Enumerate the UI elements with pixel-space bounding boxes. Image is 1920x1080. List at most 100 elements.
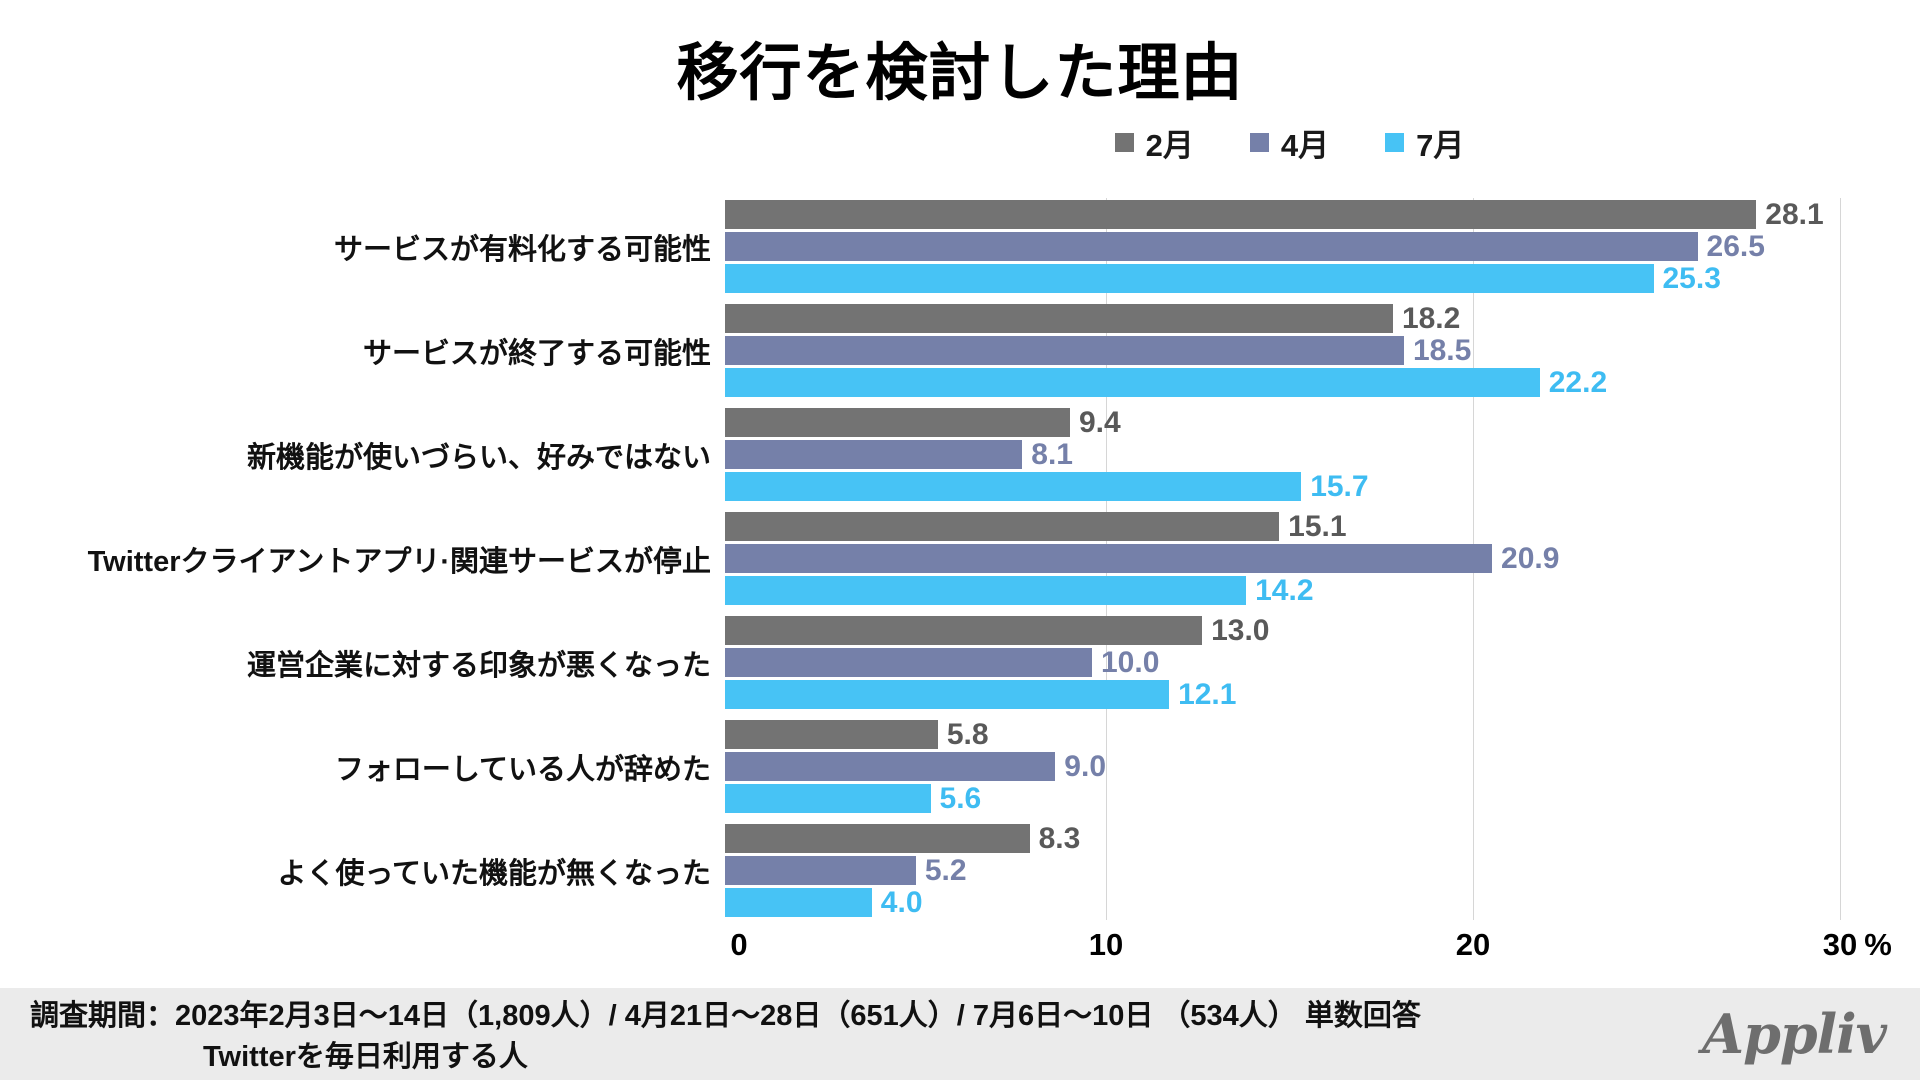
- x-axis-unit-label: %: [1864, 927, 1892, 962]
- bar-group: よく使っていた機能が無くなった 8.3 5.2 4.0: [0, 821, 1920, 919]
- bar-row: 5.6: [725, 781, 1826, 815]
- bar-7月: [725, 784, 931, 813]
- bar-2月: [725, 304, 1393, 333]
- bar-row: 26.5: [725, 229, 1826, 263]
- bar-value-label: 13.0: [1211, 613, 1270, 647]
- bar-value-label: 5.6: [939, 781, 982, 815]
- legend-swatch-icon: [1114, 133, 1134, 152]
- bar-2月: [725, 720, 938, 749]
- bar-group: サービスが有料化する可能性 28.1 26.5 25.3: [0, 197, 1920, 295]
- category-label: フォローしている人が辞めた: [334, 753, 711, 786]
- bar-row: 8.3: [725, 821, 1826, 855]
- bar-row: 15.1: [725, 509, 1826, 543]
- bar-value-label: 18.2: [1401, 301, 1461, 335]
- legend-item-4月: 4月: [1249, 120, 1330, 165]
- bar-row: 25.3: [725, 261, 1826, 295]
- bar-value-label: 9.4: [1078, 405, 1121, 439]
- bar-row: 20.9: [725, 541, 1826, 575]
- bar-4月: [725, 544, 1493, 573]
- survey-note: 調査期間：2023年2月3日〜14日（1,809人）/ 4月21日〜28日（65…: [30, 996, 1421, 1078]
- bar-2月: [725, 408, 1070, 437]
- bar-4月: [725, 336, 1404, 365]
- chart-plot-area: サービスが有料化する可能性 28.1 26.5 25.3 サービスが終了する可能性 18.…: [0, 197, 1920, 928]
- bar-row: 9.0: [725, 749, 1826, 783]
- bar-row: 15.7: [725, 469, 1826, 503]
- bar-row: 28.1: [725, 197, 1826, 231]
- survey-period-text: 調査期間：2023年2月3日〜14日（1,809人）/ 4月21日〜28日（65…: [30, 1000, 1421, 1032]
- bar-value-label: 22.2: [1548, 365, 1608, 399]
- bar-row: 8.1: [725, 437, 1826, 471]
- footer-bar: 調査期間：2023年2月3日〜14日（1,809人）/ 4月21日〜28日（65…: [0, 988, 1920, 1080]
- bar-row: 22.2: [725, 365, 1826, 399]
- bar-value-label: 26.5: [1706, 229, 1765, 263]
- bar-2月: [725, 824, 1030, 853]
- survey-audience-text: Twitterを毎日利用する人: [203, 1041, 528, 1074]
- x-tick-0: 0: [730, 927, 748, 962]
- x-tick-20: 20: [1455, 927, 1491, 962]
- group-bars: 9.4 8.1 15.7: [725, 405, 1826, 503]
- bar-2月: [725, 200, 1757, 229]
- bar-4月: [725, 752, 1056, 781]
- legend-swatch-icon: [1249, 133, 1269, 152]
- appliv-logo: Appliv: [1702, 1002, 1887, 1066]
- legend-item-2月: 2月: [1114, 120, 1194, 165]
- chart-legend: 2月 4月 7月: [739, 120, 1840, 165]
- bar-value-label: 8.1: [1031, 437, 1073, 471]
- category-label: 新機能が使いづらい、好みではない: [246, 441, 711, 474]
- bar-value-label: 15.7: [1310, 469, 1369, 503]
- bar-row: 9.4: [725, 405, 1826, 439]
- bar-row: 18.2: [725, 301, 1826, 335]
- category-label: よく使っていた機能が無くなった: [277, 857, 711, 890]
- bar-value-label: 20.9: [1501, 541, 1560, 575]
- legend-swatch-icon: [1385, 133, 1405, 152]
- bar-group: 運営企業に対する印象が悪くなった 13.0 10.0 12.1: [0, 613, 1920, 711]
- legend-label: 7月: [1416, 128, 1465, 163]
- bar-7月: [725, 472, 1302, 501]
- category-label: サービスが終了する可能性: [362, 337, 711, 370]
- bar-row: 4.0: [725, 886, 1826, 919]
- bar-2月: [725, 512, 1280, 541]
- bar-value-label: 9.0: [1064, 749, 1107, 783]
- x-tick-30: 30: [1822, 927, 1858, 962]
- bar-group: Twitterクライアントアプリ·関連サービスが停止 15.1 20.9 14.2: [0, 509, 1920, 607]
- bar-4月: [725, 232, 1698, 261]
- bar-7月: [725, 576, 1247, 605]
- bar-value-label: 18.5: [1412, 333, 1472, 367]
- bar-row: 13.0: [725, 613, 1826, 647]
- bar-value-label: 5.2: [924, 853, 967, 887]
- bar-value-label: 12.1: [1178, 677, 1237, 711]
- chart-title: 移行を検討した理由: [676, 39, 1244, 108]
- bar-value-label: 8.3: [1038, 821, 1081, 855]
- bar-4月: [725, 648, 1092, 677]
- category-label: Twitterクライアントアプリ·関連サービスが停止: [87, 545, 711, 578]
- category-label: 運営企業に対する印象が悪くなった: [246, 649, 711, 682]
- x-axis: 0 10 20 30%: [730, 927, 1891, 967]
- group-bars: 15.1 20.9 14.2: [725, 509, 1826, 607]
- bar-4月: [725, 440, 1023, 469]
- group-bars: 18.2 18.5 22.2: [725, 301, 1826, 399]
- bar-7月: [725, 264, 1654, 293]
- bar-row: 10.0: [725, 646, 1826, 679]
- bar-7月: [725, 368, 1540, 397]
- x-tick-10: 10: [1088, 927, 1124, 962]
- bar-value-label: 28.1: [1765, 197, 1824, 231]
- bar-2月: [725, 616, 1203, 645]
- category-label: サービスが有料化する可能性: [333, 233, 711, 266]
- gridline-30: [1840, 198, 1841, 920]
- bar-value-label: 15.1: [1288, 509, 1347, 543]
- bar-7月: [725, 888, 872, 917]
- bar-value-label: 25.3: [1662, 261, 1721, 295]
- group-bars: 13.0 10.0 12.1: [725, 613, 1826, 711]
- bar-row: 12.1: [725, 677, 1826, 711]
- legend-label: 4月: [1280, 128, 1330, 163]
- legend-item-7月: 7月: [1385, 120, 1464, 165]
- bar-group: サービスが終了する可能性 18.2 18.5 22.2: [0, 301, 1920, 399]
- bar-value-label: 5.8: [946, 717, 989, 751]
- group-bars: 5.8 9.0 5.6: [725, 717, 1826, 815]
- legend-label: 2月: [1145, 128, 1194, 163]
- bar-group: 新機能が使いづらい、好みではない 9.4 8.1 15.7: [0, 405, 1920, 503]
- bar-row: 14.2: [725, 574, 1826, 607]
- bar-group: フォローしている人が辞めた 5.8 9.0 5.6: [0, 717, 1920, 815]
- bar-row: 18.5: [725, 333, 1826, 367]
- bar-row: 5.2: [725, 853, 1826, 887]
